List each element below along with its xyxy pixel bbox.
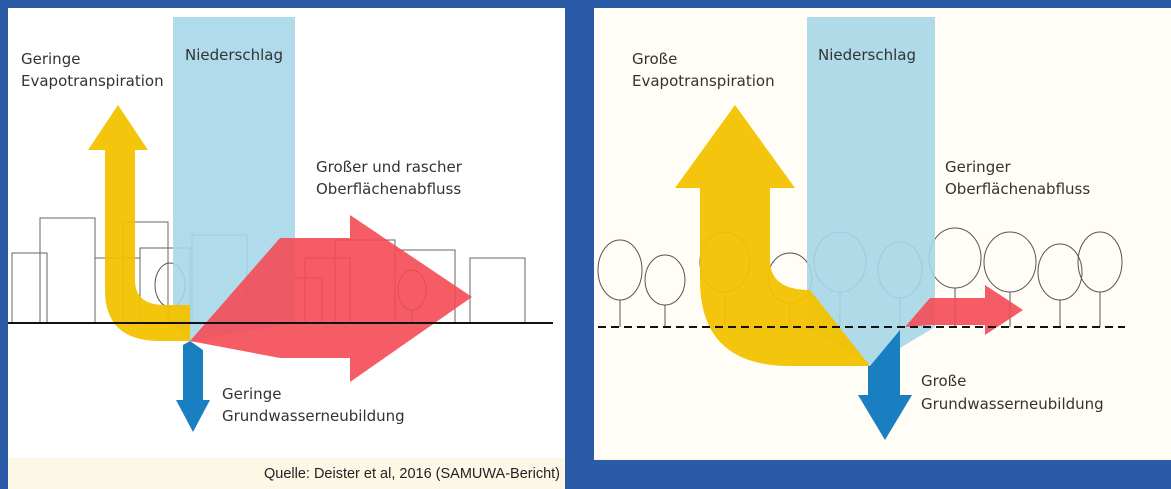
source-caption: Quelle: Deister et al, 2016 (SAMUWA-Beri… — [264, 466, 560, 482]
runoff-label: Oberflächenabfluss — [316, 180, 461, 198]
caption-band — [594, 458, 1171, 489]
precipitation-label: Niederschlag — [185, 46, 283, 64]
panel-green: Niederschlag Große Evapotranspiration Ge… — [594, 8, 1171, 489]
evapotranspiration-label: Evapotranspiration — [632, 72, 775, 90]
groundwater-label: Geringe — [222, 385, 281, 403]
precipitation-label: Niederschlag — [818, 46, 916, 64]
evapotranspiration-label: Geringe — [21, 50, 80, 68]
page: {"panels": [ {"precipitation": "Niedersc… — [0, 0, 1171, 489]
runoff-label: Geringer — [945, 158, 1011, 176]
panel-sealed: Niederschlag Geringe Evapotranspiration … — [8, 8, 565, 489]
evapotranspiration-label: Evapotranspiration — [21, 72, 164, 90]
groundwater-label: Große — [921, 372, 966, 390]
runoff-label: Großer und rascher — [316, 158, 463, 176]
diagram: Niederschlag Geringe Evapotranspiration … — [0, 0, 1171, 489]
evapotranspiration-label: Große — [632, 50, 677, 68]
groundwater-label: Grundwasserneubildung — [222, 407, 405, 425]
runoff-label: Oberflächenabfluss — [945, 180, 1090, 198]
groundwater-label: Grundwasserneubildung — [921, 395, 1104, 413]
source-caption: Quelle: Deister et al, 2016 (SAMUWA-Beri… — [788, 466, 1084, 482]
